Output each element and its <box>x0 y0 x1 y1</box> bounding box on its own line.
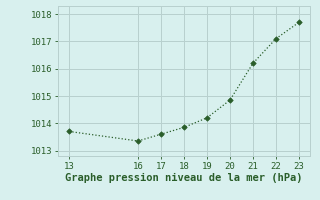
X-axis label: Graphe pression niveau de la mer (hPa): Graphe pression niveau de la mer (hPa) <box>65 173 303 183</box>
